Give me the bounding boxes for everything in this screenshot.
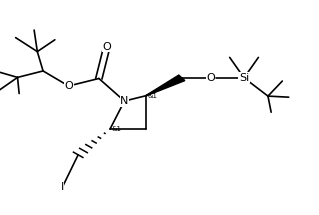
- Polygon shape: [146, 75, 185, 96]
- Text: &1: &1: [147, 93, 157, 99]
- Text: O: O: [102, 42, 111, 52]
- Text: I: I: [61, 183, 64, 192]
- Text: &1: &1: [111, 126, 121, 132]
- Text: Si: Si: [239, 73, 249, 83]
- Text: N: N: [120, 96, 129, 106]
- Text: O: O: [206, 73, 215, 83]
- Text: O: O: [64, 81, 73, 91]
